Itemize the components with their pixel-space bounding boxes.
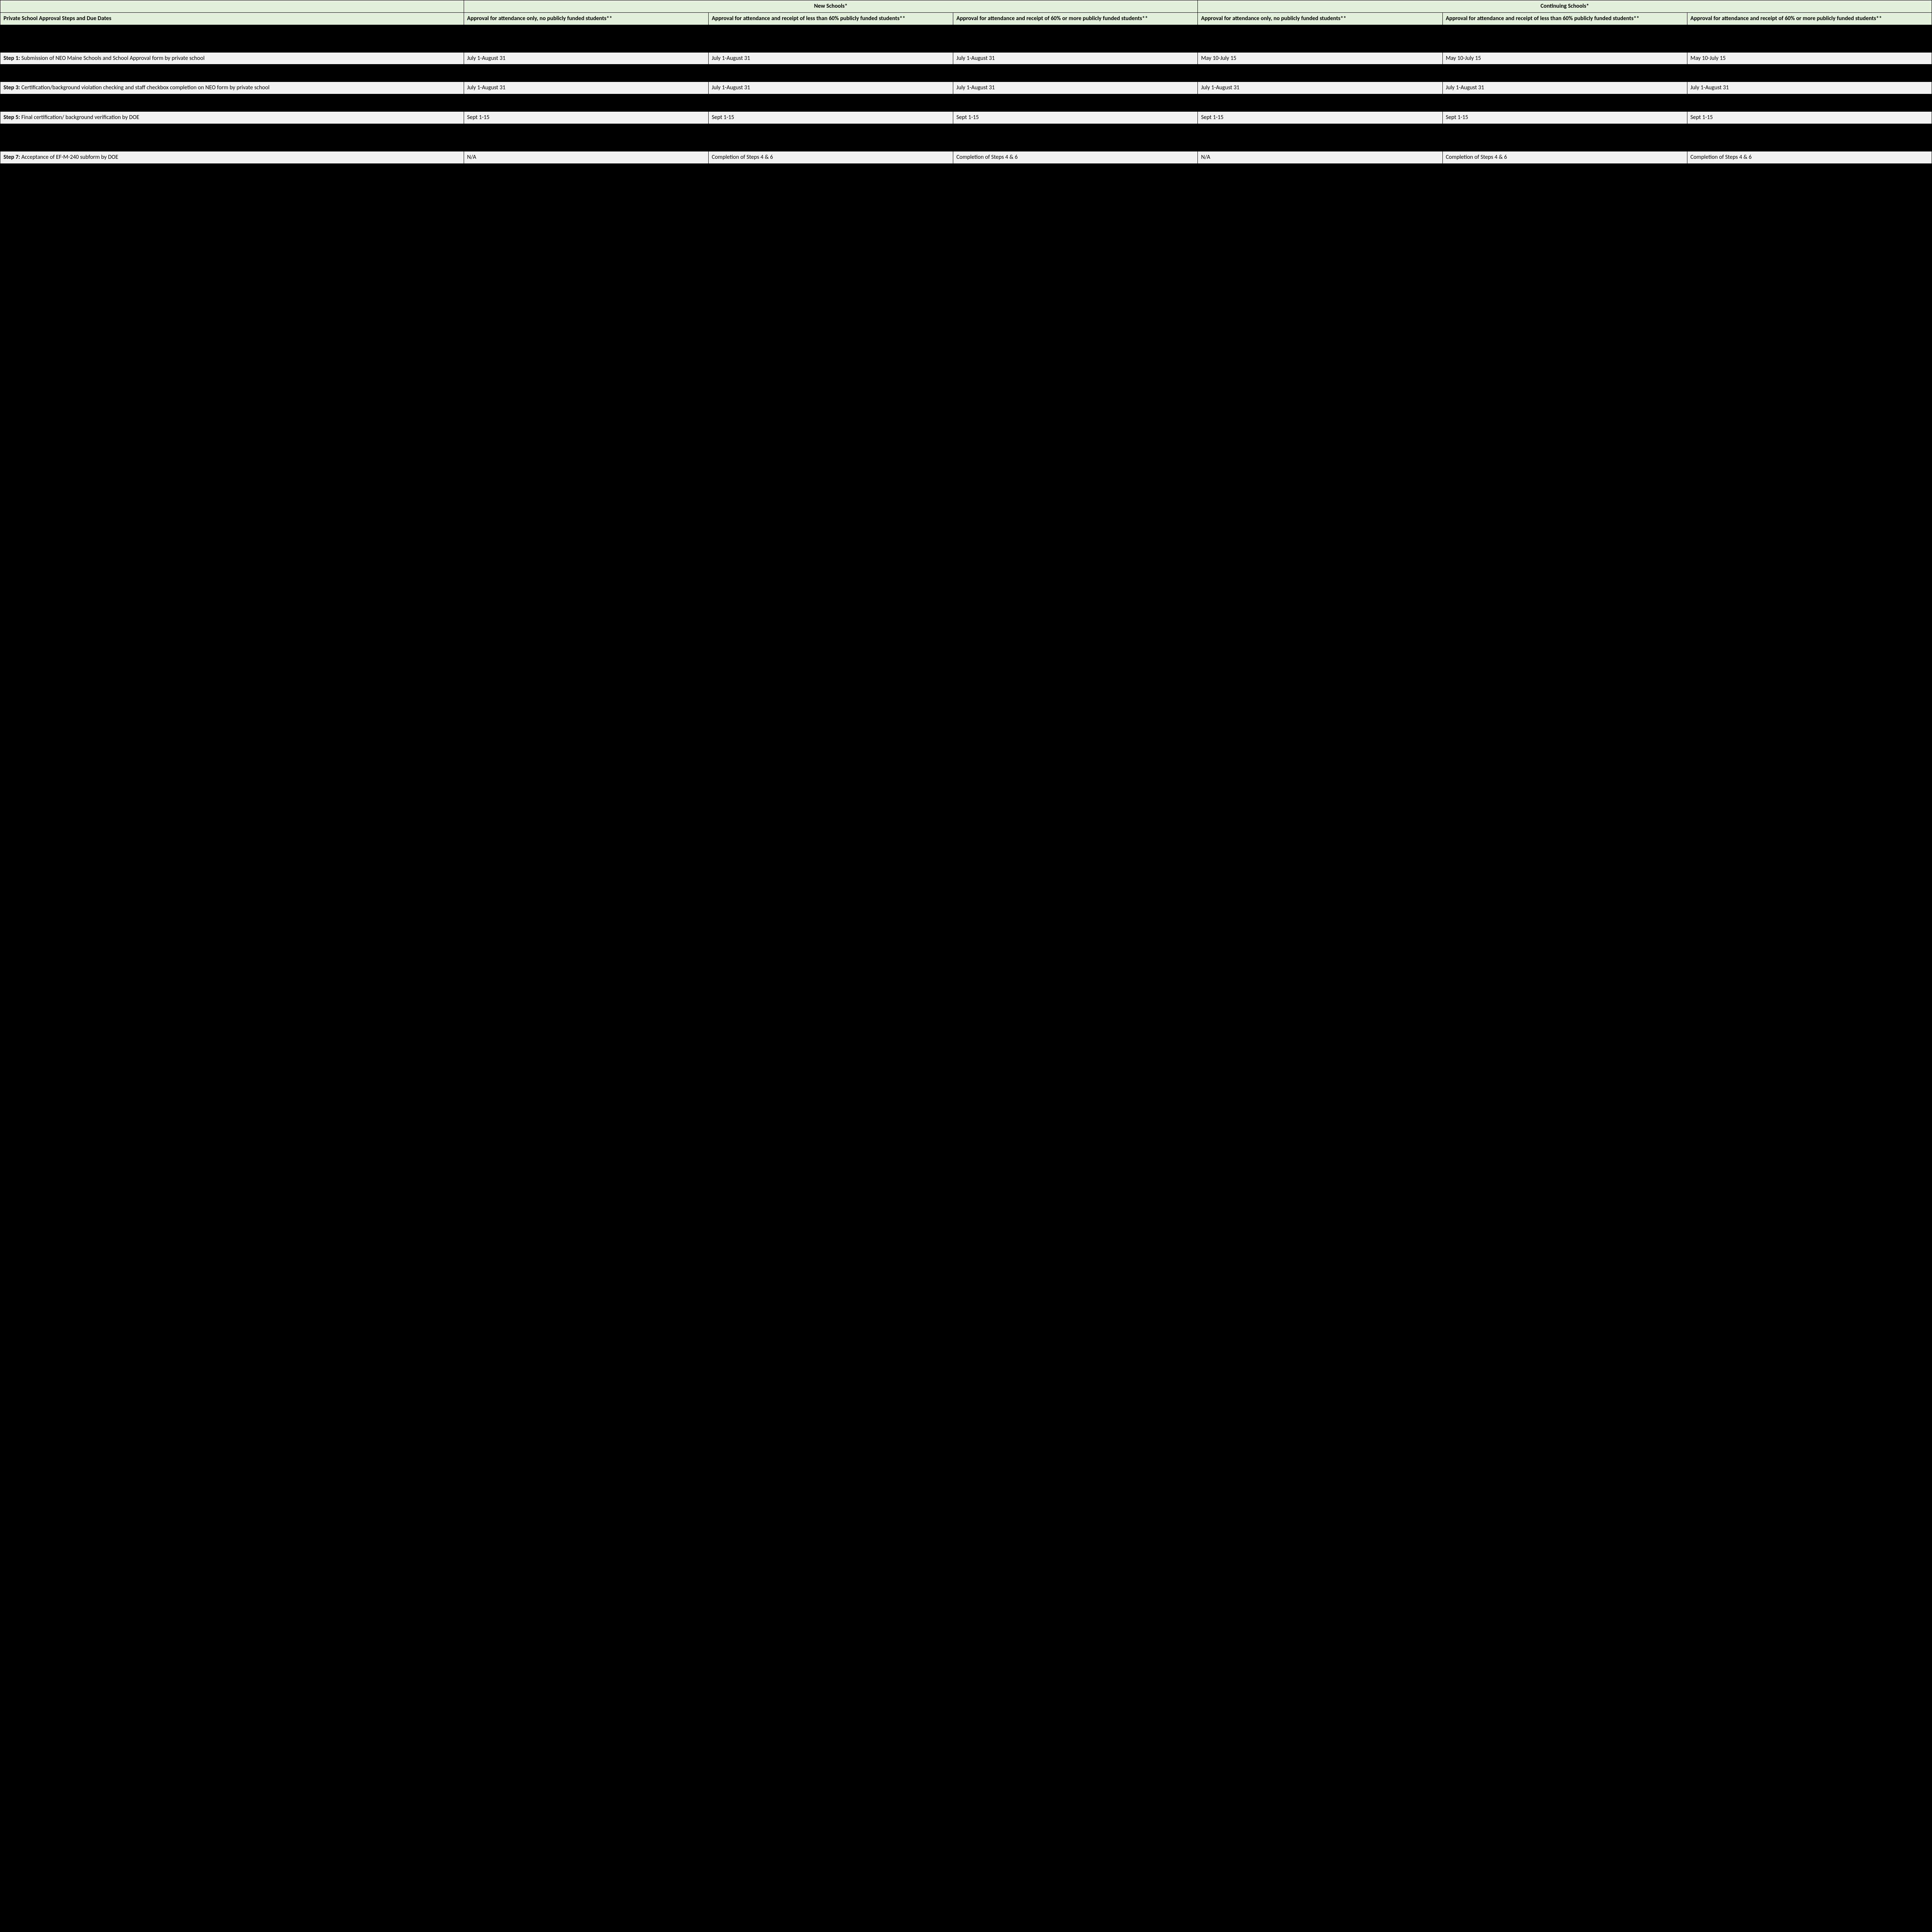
row-step-4-black-cell: Step 4: Review of all data submitted in … bbox=[0, 94, 1932, 112]
subcol-con-a: Approval for attendance only, no publicl… bbox=[1198, 12, 1442, 25]
step-3-new-b: July 1-August 31 bbox=[708, 82, 953, 94]
step-7-text: Acceptance of EF-M-240 subform by DOE bbox=[21, 154, 118, 161]
rowhead-step-1: Step 1: Submission of NEO Maine Schools … bbox=[0, 52, 464, 65]
step-3-con-b: July 1-August 31 bbox=[1442, 82, 1687, 94]
step-3-con-a: July 1-August 31 bbox=[1198, 82, 1442, 94]
subcol-new-b: Approval for attendance and receipt of l… bbox=[708, 12, 953, 25]
row-step-7: Step 7: Acceptance of EF-M-240 subform b… bbox=[0, 151, 1932, 163]
row-step-3: Step 3: Certification/background violati… bbox=[0, 82, 1932, 94]
step-3-text: Certification/background violation check… bbox=[21, 84, 269, 91]
corner-title: Private School Approval Steps and Due Da… bbox=[0, 12, 464, 25]
row-step-5: Step 5: Final certification/ background … bbox=[0, 112, 1932, 124]
footnote-star: *Footnote text for New/Continuing School… bbox=[0, 191, 159, 199]
step-7-new-b: Completion of Steps 4 & 6 bbox=[708, 151, 953, 163]
header-row-groups: New Schools* Continuing Schools* bbox=[0, 0, 1932, 13]
subcol-con-b: Approval for attendance and receipt of l… bbox=[1442, 12, 1687, 25]
step-3-new-c: July 1-August 31 bbox=[953, 82, 1198, 94]
row-step-1: Step 1: Submission of NEO Maine Schools … bbox=[0, 52, 1932, 65]
step-5-con-c: Sept 1-15 bbox=[1687, 112, 1932, 124]
step-1-con-c: May 10-July 15 bbox=[1687, 52, 1932, 65]
header-row-subcols: Private School Approval Steps and Due Da… bbox=[0, 12, 1932, 25]
step-7-con-b: Completion of Steps 4 & 6 bbox=[1442, 151, 1687, 163]
row-step-2-black: Step 2: Approval verification and issuan… bbox=[0, 65, 1932, 82]
step-1-new-a: July 1-August 31 bbox=[464, 52, 708, 65]
step-7-con-a: N/A bbox=[1198, 151, 1442, 163]
step-5-text: Final certification/ background verifica… bbox=[21, 114, 139, 121]
rowhead-step-5: Step 5: Final certification/ background … bbox=[0, 112, 464, 124]
row-step-2-black-cell: Step 2: Approval verification and issuan… bbox=[0, 65, 1932, 82]
page: New Schools* Continuing Schools* Private… bbox=[0, 0, 1932, 253]
black-band-top-cell: Schools Seeking Approval to Operate in M… bbox=[0, 25, 1932, 52]
black-band-top: Schools Seeking Approval to Operate in M… bbox=[0, 25, 1932, 52]
row-step-6-black-cell: Step 6: Submission of EF-M-240 subform b… bbox=[0, 124, 1932, 151]
group-header-new-schools: New Schools* bbox=[464, 0, 1198, 13]
row-step-6-black: Step 6: Submission of EF-M-240 subform b… bbox=[0, 124, 1932, 151]
step-5-new-b: Sept 1-15 bbox=[708, 112, 953, 124]
step-1-label: Step 1: bbox=[3, 55, 20, 62]
step-1-new-b: July 1-August 31 bbox=[708, 52, 953, 65]
step-3-label: Step 3: bbox=[3, 84, 20, 91]
step-5-con-b: Sept 1-15 bbox=[1442, 112, 1687, 124]
step-1-con-b: May 10-July 15 bbox=[1442, 52, 1687, 65]
subcol-con-c: Approval for attendance and receipt of 6… bbox=[1687, 12, 1932, 25]
step-5-con-a: Sept 1-15 bbox=[1198, 112, 1442, 124]
step-7-new-a: N/A bbox=[464, 151, 708, 163]
step-3-con-c: July 1-August 31 bbox=[1687, 82, 1932, 94]
step-7-label: Step 7: bbox=[3, 154, 20, 161]
rowhead-step-7: Step 7: Acceptance of EF-M-240 subform b… bbox=[0, 151, 464, 163]
corner-blank bbox=[0, 0, 464, 13]
group-header-continuing-schools: Continuing Schools* bbox=[1198, 0, 1932, 13]
row-step-4-black: Step 4: Review of all data submitted in … bbox=[0, 94, 1932, 112]
step-7-new-c: Completion of Steps 4 & 6 bbox=[953, 151, 1198, 163]
row-step-8-black: Step 8: Issuance of final approval lette… bbox=[0, 163, 1932, 191]
footnote-dstar: **Footnote text for publicly funded stud… bbox=[160, 191, 350, 199]
step-1-new-c: July 1-August 31 bbox=[953, 52, 1198, 65]
subcol-new-a: Approval for attendance only, no publicl… bbox=[464, 12, 708, 25]
footnotes-black-region: *Footnote text for New/Continuing School… bbox=[0, 191, 1932, 253]
row-step-8-black-cell: Step 8: Issuance of final approval lette… bbox=[0, 163, 1932, 191]
step-5-new-c: Sept 1-15 bbox=[953, 112, 1198, 124]
step-1-text: Submission of NEO Maine Schools and Scho… bbox=[21, 55, 204, 62]
rowhead-step-3: Step 3: Certification/background violati… bbox=[0, 82, 464, 94]
step-5-label: Step 5: bbox=[3, 114, 20, 121]
step-7-con-c: Completion of Steps 4 & 6 bbox=[1687, 151, 1932, 163]
subcol-new-c: Approval for attendance and receipt of 6… bbox=[953, 12, 1198, 25]
step-1-con-a: May 10-July 15 bbox=[1198, 52, 1442, 65]
approval-table: New Schools* Continuing Schools* Private… bbox=[0, 0, 1932, 191]
step-3-new-a: July 1-August 31 bbox=[464, 82, 708, 94]
step-5-new-a: Sept 1-15 bbox=[464, 112, 708, 124]
